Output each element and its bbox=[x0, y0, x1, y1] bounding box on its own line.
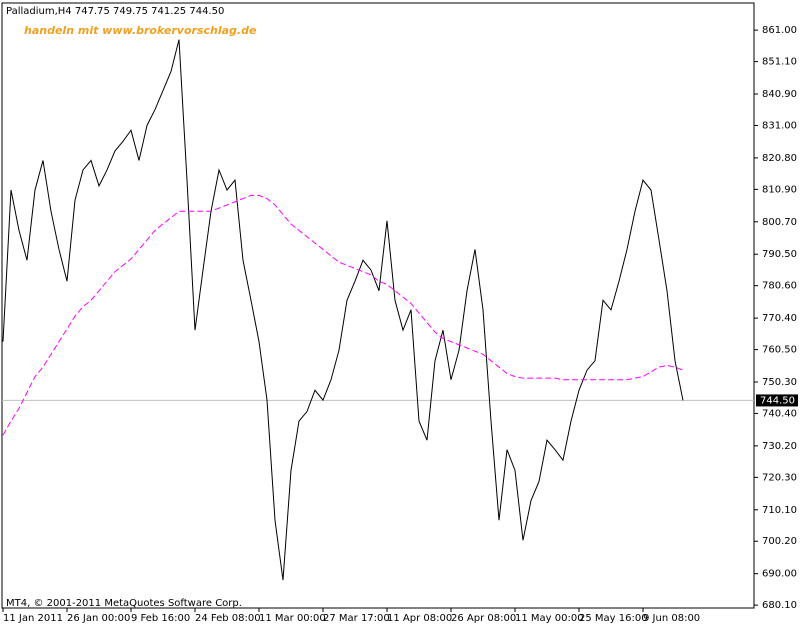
plot-frame bbox=[1, 2, 755, 609]
y-tick-label: 700.20 bbox=[762, 536, 797, 547]
y-tick-label: 820.80 bbox=[762, 153, 797, 164]
price-line bbox=[2, 39, 684, 581]
y-tick-label: 720.30 bbox=[762, 472, 797, 483]
y-tick-label: 810.90 bbox=[762, 184, 797, 195]
y-tick-label: 851.10 bbox=[762, 57, 797, 68]
y-tick-label: 780.60 bbox=[762, 281, 797, 292]
x-tick-label: 24 Feb 08:00 bbox=[195, 613, 261, 624]
y-tick-label: 800.70 bbox=[762, 217, 797, 228]
x-tick-label: 9 Feb 16:00 bbox=[131, 613, 190, 624]
y-tick-label: 770.40 bbox=[762, 313, 797, 324]
y-tick-label: 861.00 bbox=[762, 25, 797, 36]
y-tick-label: 740.40 bbox=[762, 408, 797, 419]
x-tick-label: 9 Jun 08:00 bbox=[643, 613, 700, 624]
x-tick-label: 26 Jan 00:00 bbox=[67, 613, 130, 624]
chart-title: Palladium,H4 747.75 749.75 741.25 744.50 bbox=[6, 6, 224, 17]
y-tick-label: 680.10 bbox=[762, 600, 797, 611]
x-tick-label: 11 Mar 00:00 bbox=[259, 613, 326, 624]
y-tick-label: 710.10 bbox=[762, 505, 797, 516]
y-tick-label: 831.00 bbox=[762, 120, 797, 131]
current-price-box bbox=[756, 394, 798, 407]
y-tick-label: 730.20 bbox=[762, 441, 797, 452]
y-tick-label: 690.00 bbox=[762, 569, 797, 580]
price-line bbox=[2, 194, 684, 436]
y-tick-label: 790.50 bbox=[762, 249, 797, 260]
x-tick-label: 11 Apr 08:00 bbox=[387, 613, 452, 624]
y-tick-label: 760.50 bbox=[762, 345, 797, 356]
y-tick-label: 750.30 bbox=[762, 377, 797, 388]
x-tick-label: 25 May 16:00 bbox=[579, 613, 648, 624]
footer: MT4, © 2001-2011 MetaQuotes Software Cor… bbox=[6, 598, 242, 609]
x-tick-label: 26 Apr 08:00 bbox=[451, 613, 516, 624]
watermark: handeln mit www.brokervorschlag.de bbox=[24, 24, 257, 37]
y-tick-label: 840.90 bbox=[762, 89, 797, 100]
x-tick-label: 11 Jan 2011 bbox=[3, 613, 63, 624]
x-tick-label: 27 Mar 17:00 bbox=[323, 613, 390, 624]
x-tick-label: 11 May 00:00 bbox=[515, 613, 584, 624]
current-price-label: 744.50 bbox=[760, 395, 795, 406]
